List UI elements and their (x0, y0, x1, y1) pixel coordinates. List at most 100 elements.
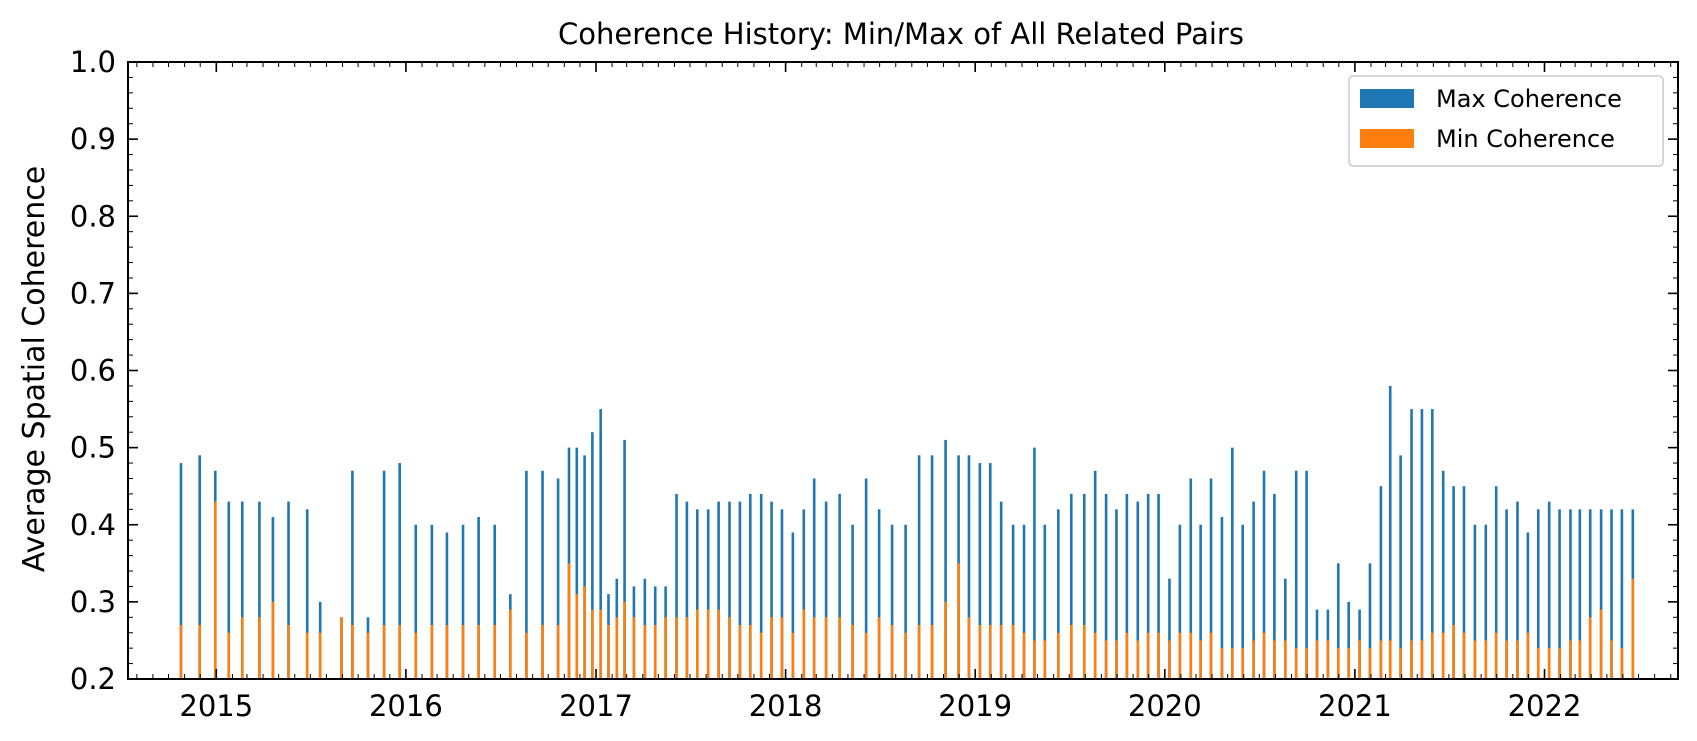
min-coherence-bar (340, 617, 343, 679)
max-coherence-bar (1043, 524, 1047, 679)
x-tick-label: 2020 (1128, 689, 1202, 723)
min-coherence-bar (738, 625, 742, 679)
max-coherence-bar (1368, 563, 1372, 679)
min-coherence-bar (1231, 648, 1234, 679)
max-coherence-bar (1284, 578, 1287, 679)
min-coherence-bar (632, 617, 636, 679)
min-coherence-bar (477, 625, 480, 679)
min-coherence-bar (1494, 632, 1498, 679)
y-tick-label: 0.9 (70, 122, 116, 156)
max-coherence-bar (1452, 486, 1455, 679)
max-coherence-bar (1136, 501, 1140, 679)
y-axis-label: Average Spatial Coherence (17, 166, 52, 572)
min-coherence-bar (1336, 648, 1340, 679)
min-coherence-bar (179, 625, 183, 679)
legend-label-min: Min Coherence (1436, 125, 1615, 153)
max-coherence-bar (623, 439, 626, 679)
max-coherence-bar (351, 470, 354, 679)
min-coherence-bar (1294, 648, 1298, 679)
x-tick-label: 2015 (179, 689, 253, 723)
min-coherence-bar (1315, 640, 1319, 679)
min-coherence-bar (305, 632, 309, 679)
min-coherence-bar (1379, 640, 1383, 679)
min-coherence-bar (1146, 632, 1150, 679)
max-coherence-bar (930, 455, 934, 679)
min-coherence-bar (271, 601, 275, 680)
max-coherence-bar (477, 517, 480, 679)
min-coherence-bar (461, 625, 465, 679)
max-coherence-bar (198, 455, 201, 679)
max-coherence-bar (1558, 509, 1561, 679)
min-coherence-bar (414, 632, 418, 679)
min-coherence-bar (351, 625, 354, 679)
min-coherence-bar (1620, 648, 1624, 679)
max-coherence-bar (759, 493, 763, 679)
max-coherence-bar (1599, 509, 1603, 679)
min-coherence-bar (1536, 648, 1540, 679)
max-coherence-bar (1115, 509, 1118, 679)
max-coherence-bar (988, 463, 992, 679)
y-tick-label: 0.4 (70, 508, 116, 542)
min-coherence-bar (675, 617, 678, 679)
min-coherence-bar (623, 601, 626, 680)
min-coherence-bar (258, 617, 261, 679)
min-coherence-bar (1022, 632, 1026, 679)
min-coherence-bar (1252, 640, 1255, 679)
max-coherence-bar (1399, 455, 1402, 679)
max-coherence-bar (1441, 470, 1445, 679)
max-coherence-bar (583, 455, 586, 679)
min-coherence-bar (240, 617, 244, 679)
max-coherence-bar (770, 501, 773, 679)
max-coherence-bar (1262, 470, 1266, 679)
min-coherence-bar (759, 632, 763, 679)
min-coherence-bar (851, 625, 854, 679)
min-coherence-bar (780, 617, 784, 679)
max-coherence-bar (1410, 409, 1413, 679)
max-coherence-bar (1104, 493, 1108, 679)
min-coherence-bar (1178, 632, 1182, 679)
min-coherence-bar (1262, 632, 1266, 679)
min-coherence-bar (1347, 648, 1350, 679)
min-coherence-bar (1452, 625, 1455, 679)
max-coherence-bar (999, 501, 1003, 679)
y-tick-label: 0.5 (70, 431, 116, 465)
min-coherence-bar (1115, 640, 1118, 679)
x-tick-label: 2022 (1508, 689, 1582, 723)
max-coherence-bar (802, 509, 806, 679)
y-tick-label: 0.8 (70, 199, 116, 233)
max-coherence-bar (838, 493, 841, 679)
min-coherence-bar (1326, 640, 1330, 679)
legend-swatch-min (1360, 129, 1414, 148)
max-coherence-bar (824, 501, 828, 679)
max-coherence-bar (398, 463, 401, 679)
plot-frame (127, 61, 1679, 680)
y-tick-label: 0.3 (70, 585, 116, 619)
x-tick-label: 2016 (369, 689, 443, 723)
min-coherence-bar (1610, 640, 1613, 679)
min-bars-group (179, 501, 1635, 680)
max-coherence-bar (1294, 470, 1298, 679)
max-coherence-bar (1379, 486, 1383, 679)
x-tick-label: 2018 (749, 689, 823, 723)
min-coherence-bar (1358, 640, 1361, 679)
min-coherence-bar (1033, 640, 1036, 679)
max-coherence-bar (1070, 493, 1073, 679)
min-coherence-bar (1505, 640, 1508, 679)
min-coherence-bar (1199, 640, 1202, 679)
min-coherence-bar (1241, 648, 1245, 679)
max-coherence-bar (525, 470, 528, 679)
min-coherence-bar (653, 625, 657, 679)
max-coherence-bar (1178, 524, 1182, 679)
min-coherence-bar (607, 625, 610, 679)
min-coherence-bar (1093, 632, 1097, 679)
min-coherence-bar (525, 632, 528, 679)
max-coherence-bar (1157, 493, 1160, 679)
min-coherence-bar (1462, 632, 1466, 679)
min-coherence-bar (967, 617, 971, 679)
min-coherence-bar (213, 501, 217, 679)
max-coherence-bar (541, 470, 544, 679)
max-coherence-bar (1273, 493, 1276, 679)
max-coherence-bar (1620, 509, 1624, 679)
legend[interactable]: Max Coherence Min Coherence (1348, 75, 1664, 167)
